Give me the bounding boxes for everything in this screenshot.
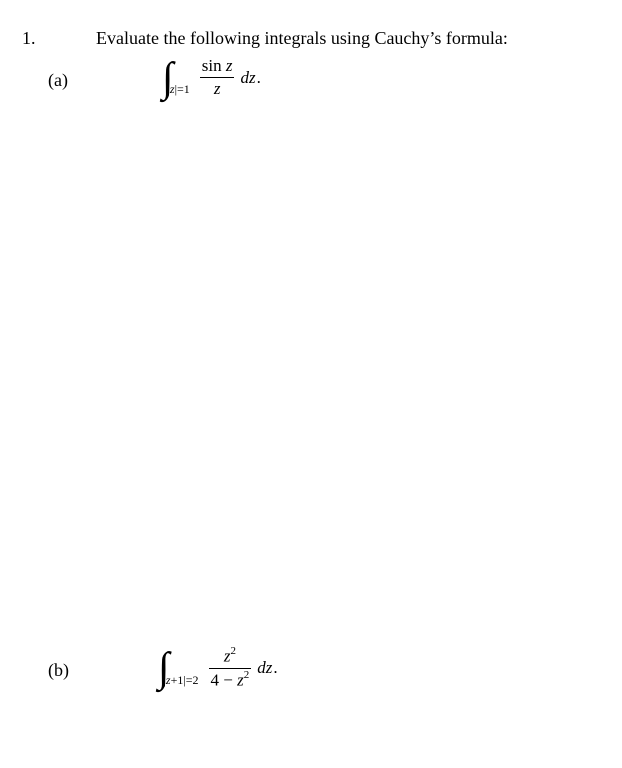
numerator-var: z [226,56,233,75]
denom-pre: 4 − [211,670,238,689]
denom-exp: 2 [244,669,250,681]
numerator-func: sin [202,56,226,75]
page: 1. Evaluate the following integrals usin… [0,0,622,768]
differential: dz [240,68,255,88]
period: . [273,658,277,678]
fraction: z2 4 − z2 [209,646,252,690]
differential: dz [257,658,272,678]
denom-var: z [237,670,244,689]
bound-post: |=1 [175,82,190,96]
integral-bound: |z+1|=2 [164,673,199,688]
problem-statement: Evaluate the following integrals using C… [96,28,508,49]
fraction: sin z z [200,56,235,99]
bound-post: +1|=2 [171,673,199,687]
part-a-integral: ∫ |z|=1 sin z z dz. [162,56,261,99]
part-a-label: (a) [48,70,68,91]
numerator: z2 [222,646,238,667]
denominator: z [212,79,223,99]
fraction-bar-icon [200,77,235,78]
problem-number: 1. [22,28,36,49]
denominator: 4 − z2 [209,670,252,691]
integral-bound: |z|=1 [168,82,190,97]
part-b-label: (b) [48,660,69,681]
integral-row: ∫ |z|=1 sin z z dz. [162,56,261,99]
numerator: sin z [200,56,235,76]
numerator-exp: 2 [230,645,236,657]
part-b-integral: ∫ |z+1|=2 z2 4 − z2 dz. [158,646,278,690]
integral-row: ∫ |z+1|=2 z2 4 − z2 dz. [158,646,278,690]
period: . [257,68,261,88]
